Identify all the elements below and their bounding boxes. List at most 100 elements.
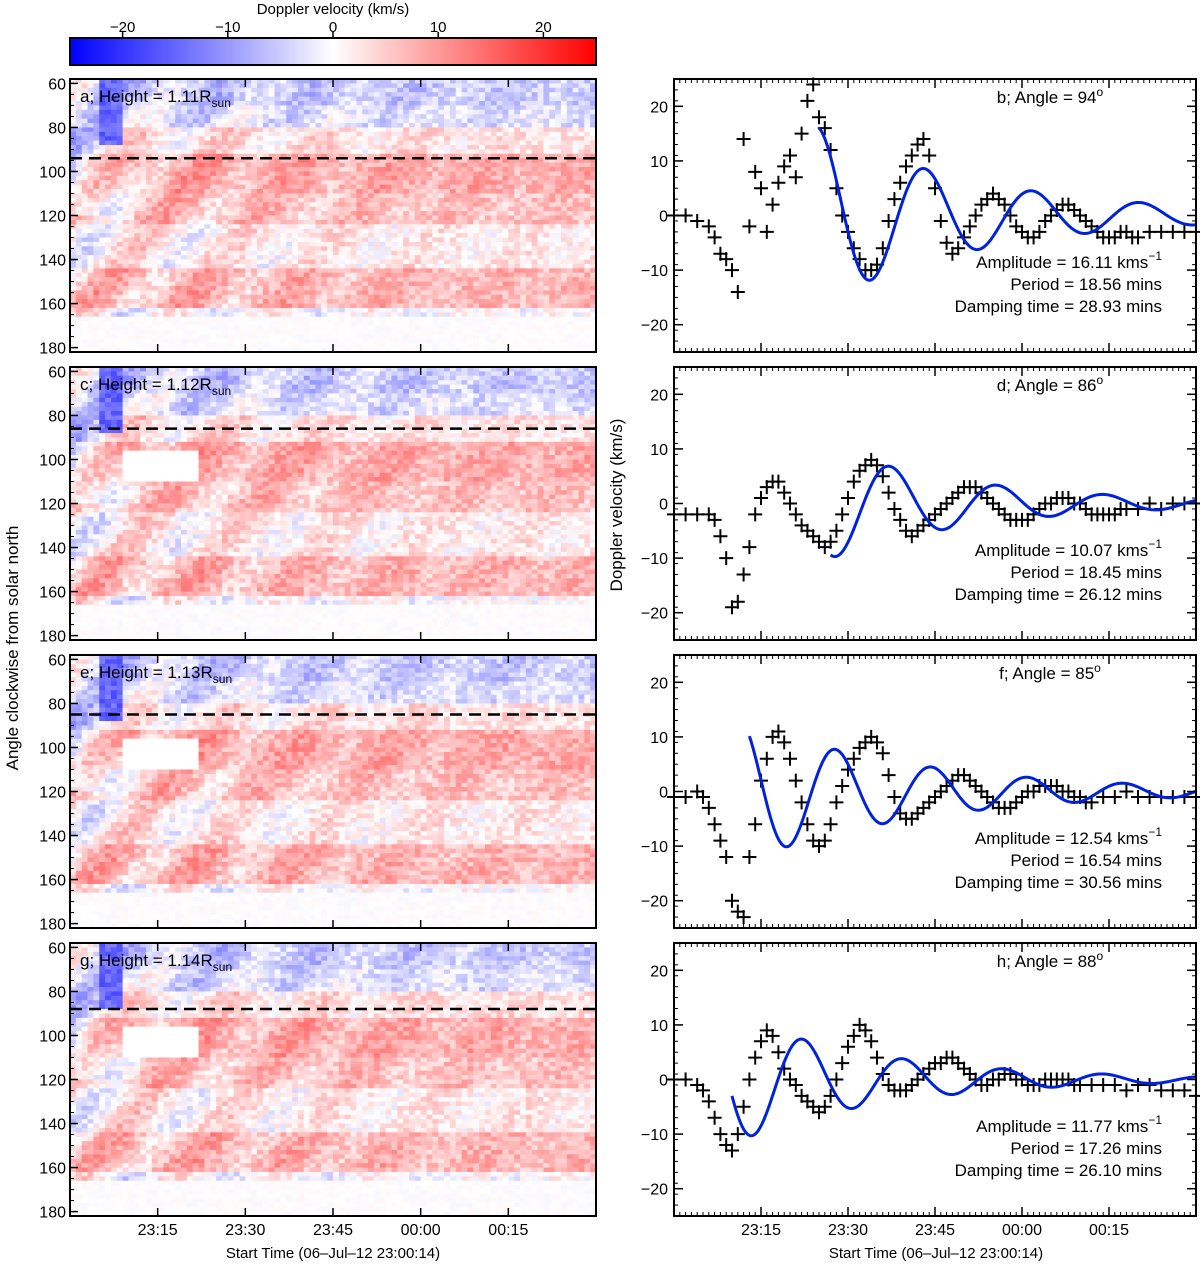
heatmap-cell	[239, 88, 245, 93]
heatmap-cell	[88, 114, 94, 119]
heatmap-cell	[555, 220, 561, 225]
heatmap-cell	[245, 286, 251, 291]
heatmap-cell	[462, 132, 468, 137]
heatmap-cell	[275, 141, 281, 146]
heatmap-cell	[421, 163, 427, 168]
heatmap-cell	[491, 198, 497, 203]
heatmap-cell	[368, 189, 374, 194]
heatmap-cell	[538, 238, 544, 243]
heatmap-cell	[351, 202, 357, 207]
heatmap-cell	[275, 167, 281, 172]
heatmap-cell	[427, 97, 433, 102]
heatmap-cell	[146, 110, 152, 115]
heatmap-cell	[555, 114, 561, 119]
heatmap-cell	[403, 163, 409, 168]
heatmap-cell	[356, 198, 362, 203]
heatmap-cell	[257, 127, 263, 132]
heatmap-cell	[134, 193, 140, 198]
heatmap-cell	[204, 198, 210, 203]
heatmap-cell	[117, 211, 123, 216]
heatmap-cell	[561, 167, 567, 172]
heatmap-cell	[117, 171, 123, 176]
heatmap-cell	[456, 163, 462, 168]
heatmap-cell	[286, 251, 292, 256]
heatmap-cell	[140, 216, 146, 221]
heatmap-cell	[292, 101, 298, 106]
heatmap-cell	[204, 119, 210, 124]
heatmap-cell	[380, 246, 386, 251]
heatmap-cell	[105, 136, 111, 141]
heatmap-cell	[397, 119, 403, 124]
heatmap-cell	[315, 211, 321, 216]
heatmap-cell	[438, 119, 444, 124]
heatmap-cell	[286, 286, 292, 291]
heatmap-cell	[204, 238, 210, 243]
heatmap-cell	[514, 119, 520, 124]
heatmap-cell	[286, 119, 292, 124]
heatmap-cell	[386, 88, 392, 93]
heatmap-cell	[321, 163, 327, 168]
heatmap-cell	[76, 224, 82, 229]
heatmap-cell	[134, 185, 140, 190]
heatmap-cell	[351, 264, 357, 269]
heatmap-cell	[391, 251, 397, 256]
heatmap-cell	[345, 149, 351, 154]
heatmap-cell	[356, 264, 362, 269]
heatmap-cell	[105, 211, 111, 216]
heatmap-cell	[333, 246, 339, 251]
heatmap-cell	[532, 202, 538, 207]
heatmap-cell	[444, 268, 450, 273]
heatmap-cell	[555, 224, 561, 229]
heatmap-cell	[111, 251, 117, 256]
heatmap-cell	[117, 229, 123, 234]
heatmap-cell	[520, 83, 526, 88]
heatmap-cell	[526, 251, 532, 256]
heatmap-cell	[543, 202, 549, 207]
heatmap-cell	[473, 238, 479, 243]
heatmap-cell	[456, 202, 462, 207]
heatmap-cell	[561, 273, 567, 278]
heatmap-cell	[140, 167, 146, 172]
heatmap-cell	[415, 149, 421, 154]
heatmap-cell	[140, 251, 146, 256]
heatmap-cell	[415, 88, 421, 93]
heatmap-cell	[479, 180, 485, 185]
heatmap-cell	[462, 255, 468, 260]
heatmap-cell	[275, 101, 281, 106]
heatmap-cell	[538, 242, 544, 247]
heatmap-cell	[456, 127, 462, 132]
heatmap-cell	[549, 127, 555, 132]
heatmap-cell	[158, 167, 164, 172]
heatmap-cell	[193, 242, 199, 247]
heatmap-cell	[204, 167, 210, 172]
heatmap-cell	[473, 233, 479, 238]
heatmap-cell	[292, 255, 298, 260]
heatmap-cell	[146, 233, 152, 238]
heatmap-cell	[234, 251, 240, 256]
heatmap-cell	[216, 238, 222, 243]
heatmap-cell	[234, 105, 240, 110]
heatmap-cell	[275, 114, 281, 119]
heatmap-cell	[403, 211, 409, 216]
heatmap-cell	[82, 163, 88, 168]
heatmap-cell	[333, 136, 339, 141]
heatmap-cell	[573, 251, 579, 256]
heatmap-cell	[374, 132, 380, 137]
heatmap-cell	[315, 251, 321, 256]
heatmap-cell	[473, 167, 479, 172]
heatmap-cell	[146, 114, 152, 119]
heatmap-cell	[403, 171, 409, 176]
heatmap-cell	[321, 101, 327, 106]
heatmap-cell	[239, 277, 245, 282]
heatmap-cell	[467, 251, 473, 256]
heatmap-cell	[514, 167, 520, 172]
heatmap-cell	[245, 180, 251, 185]
heatmap-cell	[263, 229, 269, 234]
heatmap-cell	[111, 171, 117, 176]
heatmap-cell	[409, 119, 415, 124]
heatmap-cell	[216, 242, 222, 247]
heatmap-cell	[134, 242, 140, 247]
heatmap-cell	[561, 114, 567, 119]
heatmap-cell	[222, 141, 228, 146]
heatmap-cell	[321, 110, 327, 115]
